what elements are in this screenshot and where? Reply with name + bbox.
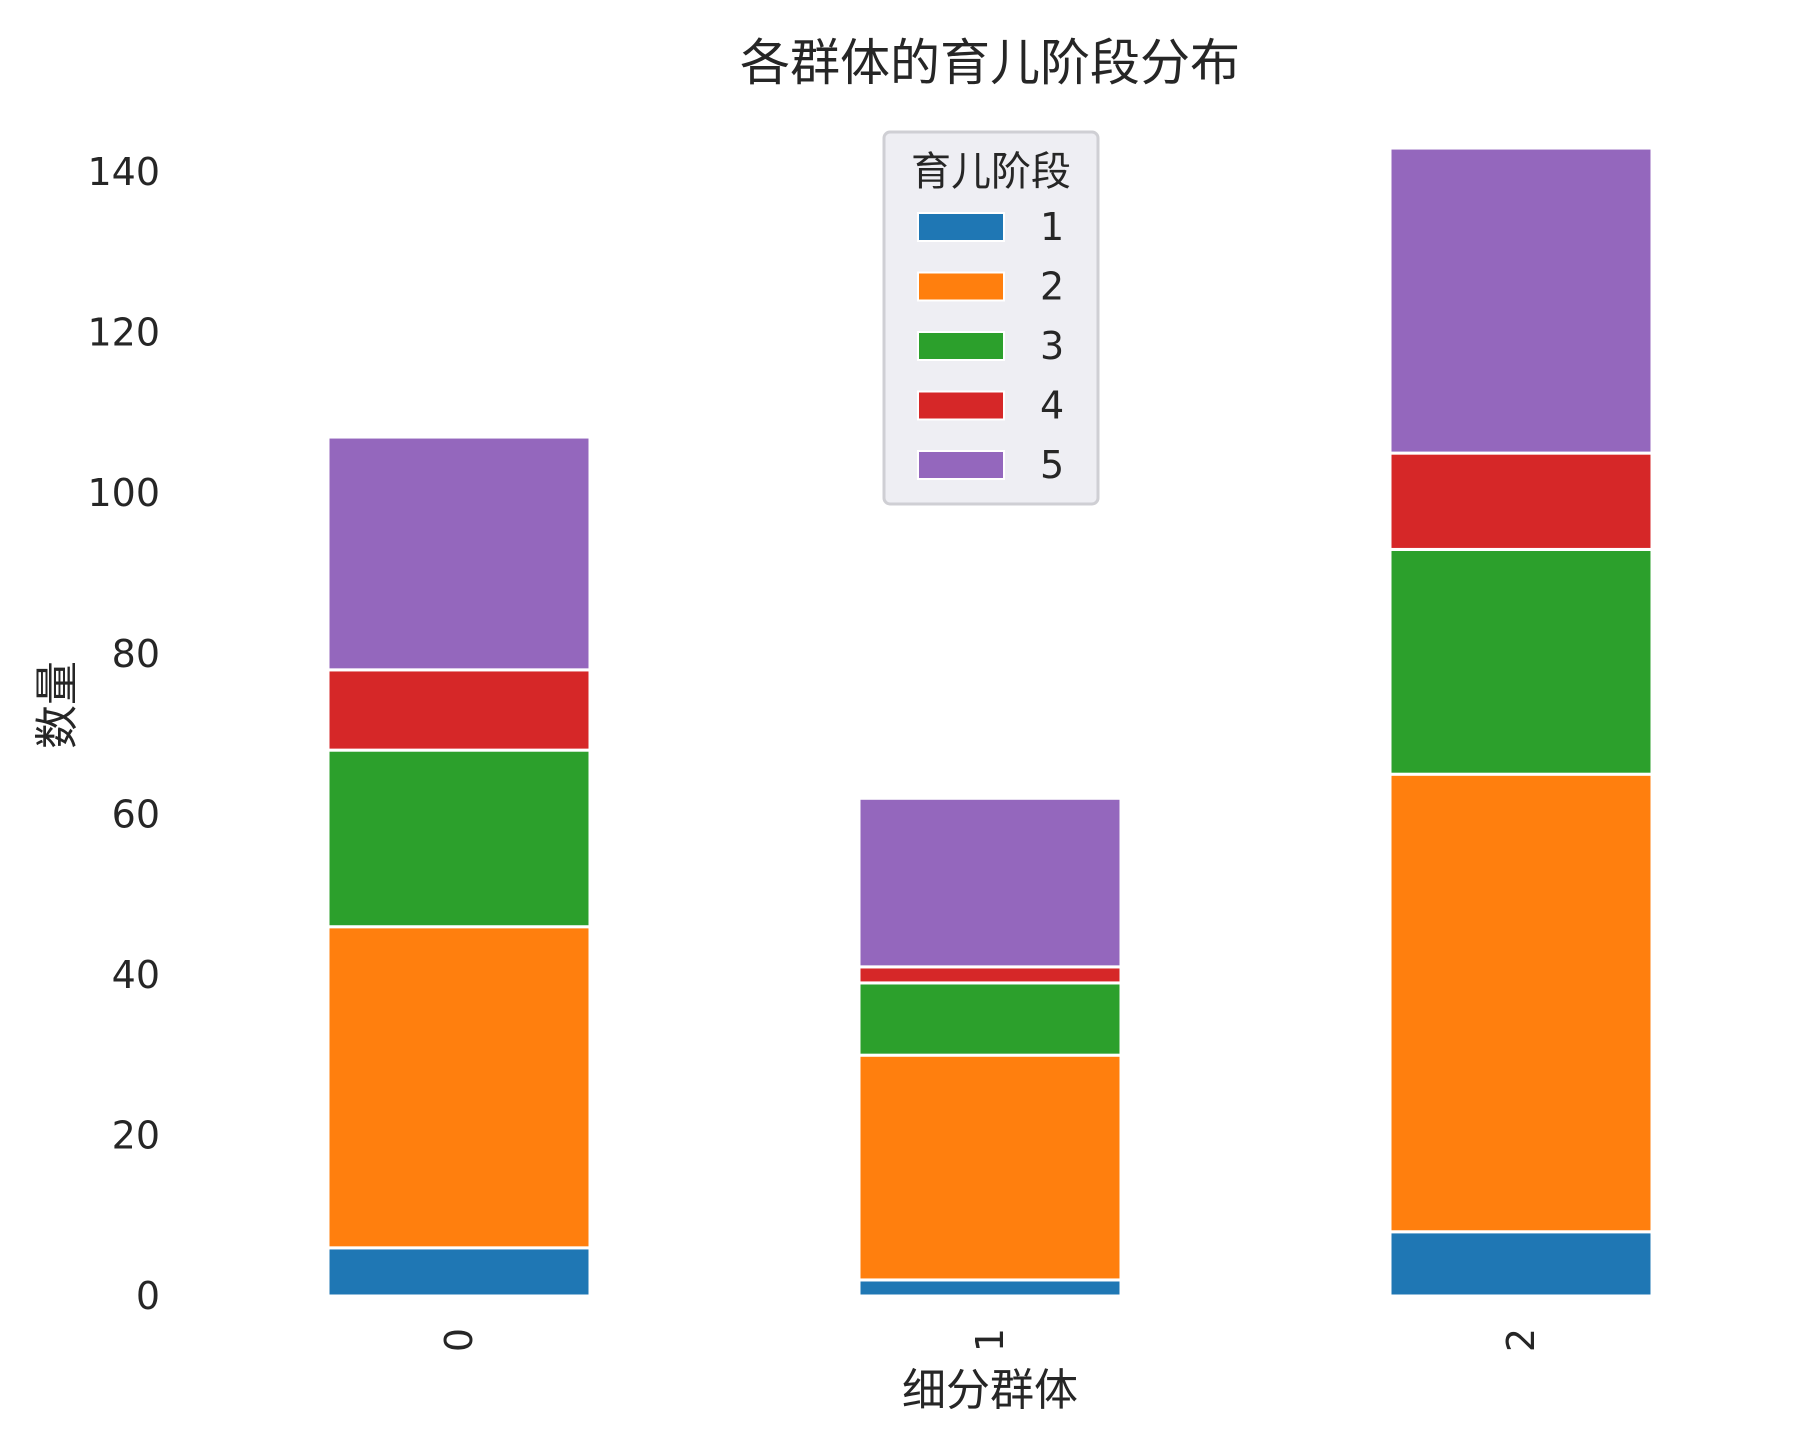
legend-entry-label: 5: [1040, 443, 1064, 487]
x-tick-label: 1: [968, 1328, 1012, 1352]
bars: [326, 146, 1654, 1298]
x-axis-ticks: 0 1 2: [437, 1328, 1543, 1352]
legend-entry-label: 4: [1040, 384, 1064, 428]
y-tick-label: 20: [112, 1113, 160, 1157]
bar-segment-1-4: [857, 965, 1123, 985]
y-tick-label: 40: [112, 953, 160, 997]
chart-title: 各群体的育儿阶段分布: [740, 34, 1240, 92]
legend-swatch-4: [917, 390, 1005, 421]
y-tick-label: 0: [136, 1274, 160, 1318]
bar-segment-0-5: [326, 435, 592, 672]
bar-segment-2-1: [1388, 1230, 1654, 1298]
bar-segment-1-2: [857, 1053, 1123, 1282]
y-axis-ticks: 0 20 40 60 80 100 120 140: [87, 150, 160, 1318]
legend-swatch-3: [917, 331, 1005, 361]
legend-title: 育儿阶段: [911, 149, 1071, 195]
y-tick-label: 140: [87, 150, 160, 194]
bar-segment-0-3: [326, 748, 592, 929]
bar-segment-0-2: [326, 925, 592, 1250]
legend-swatch-5: [917, 450, 1005, 480]
legend-entry-label: 1: [1040, 205, 1064, 249]
bar-segment-1-3: [857, 981, 1123, 1057]
bar-segment-0-4: [326, 668, 592, 752]
y-tick-label: 100: [87, 471, 160, 515]
y-tick-label: 80: [112, 632, 160, 676]
legend-entry-label: 3: [1040, 324, 1064, 368]
bar-segment-2-4: [1388, 451, 1654, 551]
bar-segment-1-1: [857, 1278, 1123, 1298]
legend-entry-label: 2: [1040, 265, 1064, 309]
bar-segment-2-5: [1388, 146, 1654, 455]
legend-swatch-2: [917, 271, 1005, 302]
legend-swatch-1: [917, 212, 1005, 242]
y-tick-label: 120: [87, 311, 160, 355]
x-tick-label: 0: [437, 1328, 481, 1352]
bar-segment-0-1: [326, 1246, 592, 1298]
x-axis-label: 细分群体: [902, 1365, 1078, 1416]
legend: 育儿阶段 1 2 3 4 5: [882, 130, 1100, 506]
bar-segment-1-5: [857, 796, 1123, 969]
y-tick-label: 60: [112, 792, 160, 836]
bar-segment-2-3: [1388, 547, 1654, 776]
y-axis-label: 数量: [32, 661, 83, 749]
bar-segment-2-2: [1388, 772, 1654, 1234]
x-tick-label: 2: [1499, 1328, 1543, 1352]
